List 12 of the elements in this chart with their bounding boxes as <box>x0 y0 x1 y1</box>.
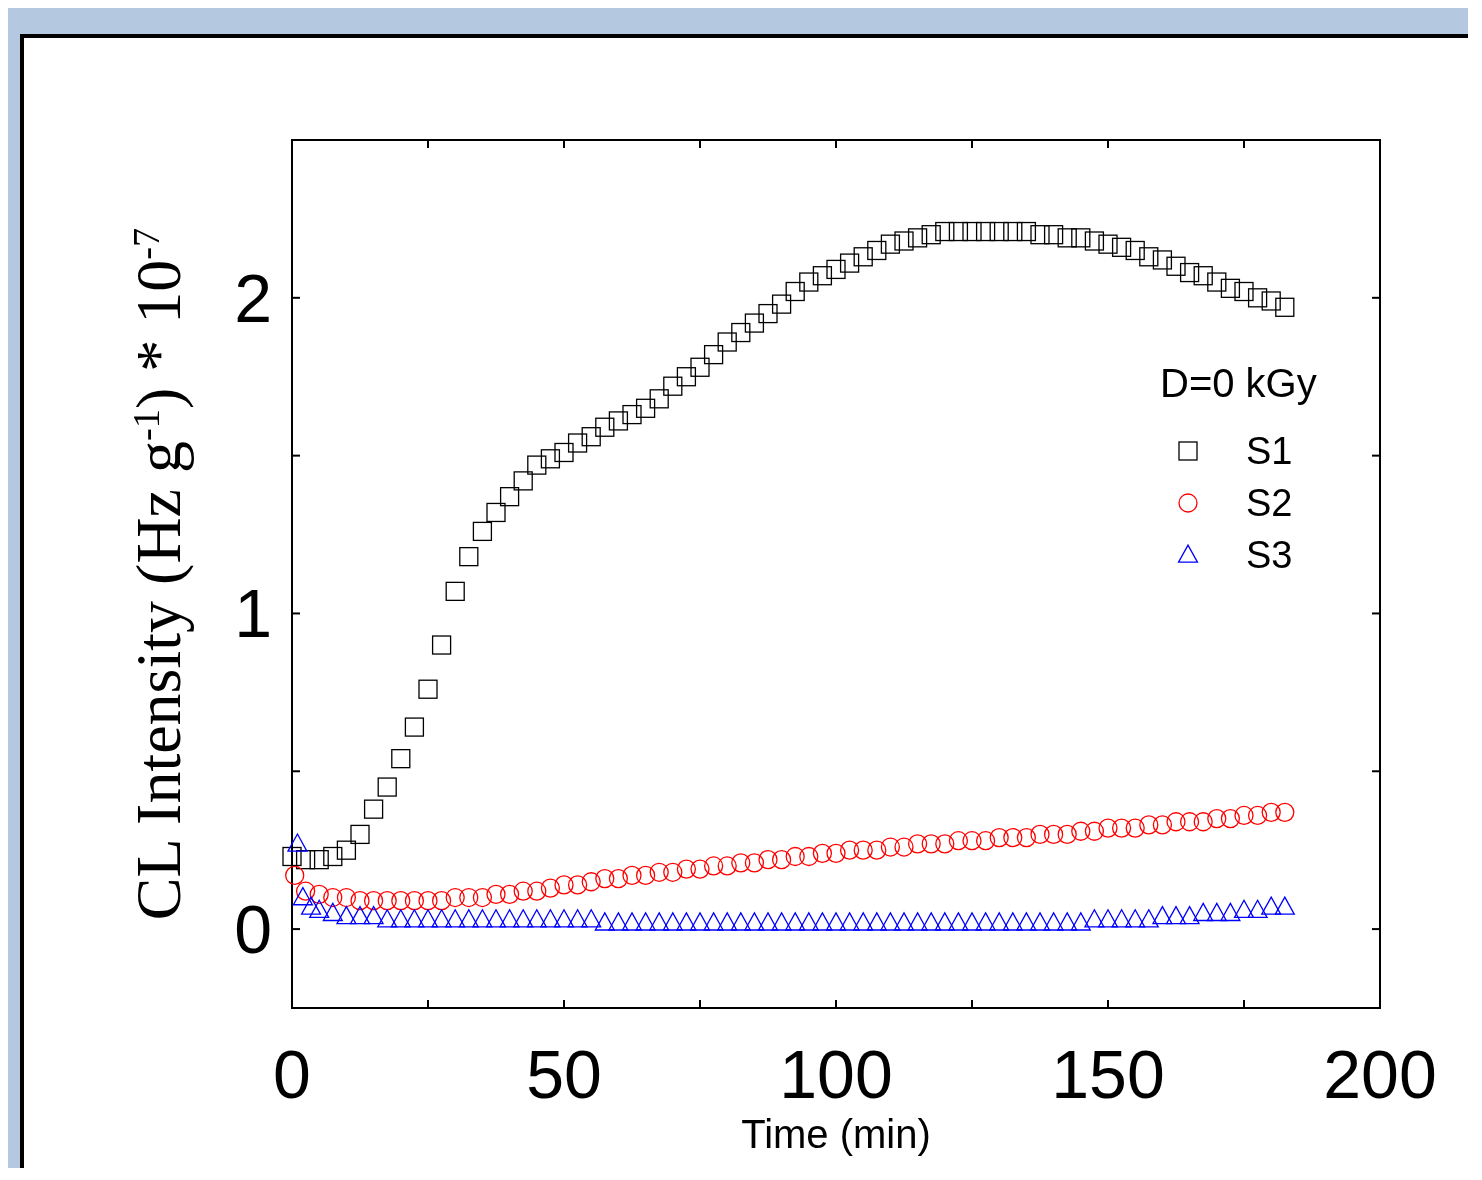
y-tick-label: 1 <box>234 575 272 652</box>
legend-title: D=0 kGy <box>1160 361 1317 405</box>
legend-label: S3 <box>1246 534 1293 577</box>
x-tick-label: 50 <box>526 1036 602 1112</box>
x-axis-title: Time (min) <box>741 1112 931 1156</box>
x-tick-label: 100 <box>779 1036 893 1112</box>
y-tick-label: 0 <box>234 890 272 967</box>
legend-label: S1 <box>1246 430 1293 473</box>
x-tick-label: 150 <box>1051 1036 1165 1112</box>
x-tick-label: 200 <box>1323 1036 1437 1112</box>
legend-label: S2 <box>1246 482 1293 525</box>
y-tick-label: 2 <box>234 259 272 336</box>
